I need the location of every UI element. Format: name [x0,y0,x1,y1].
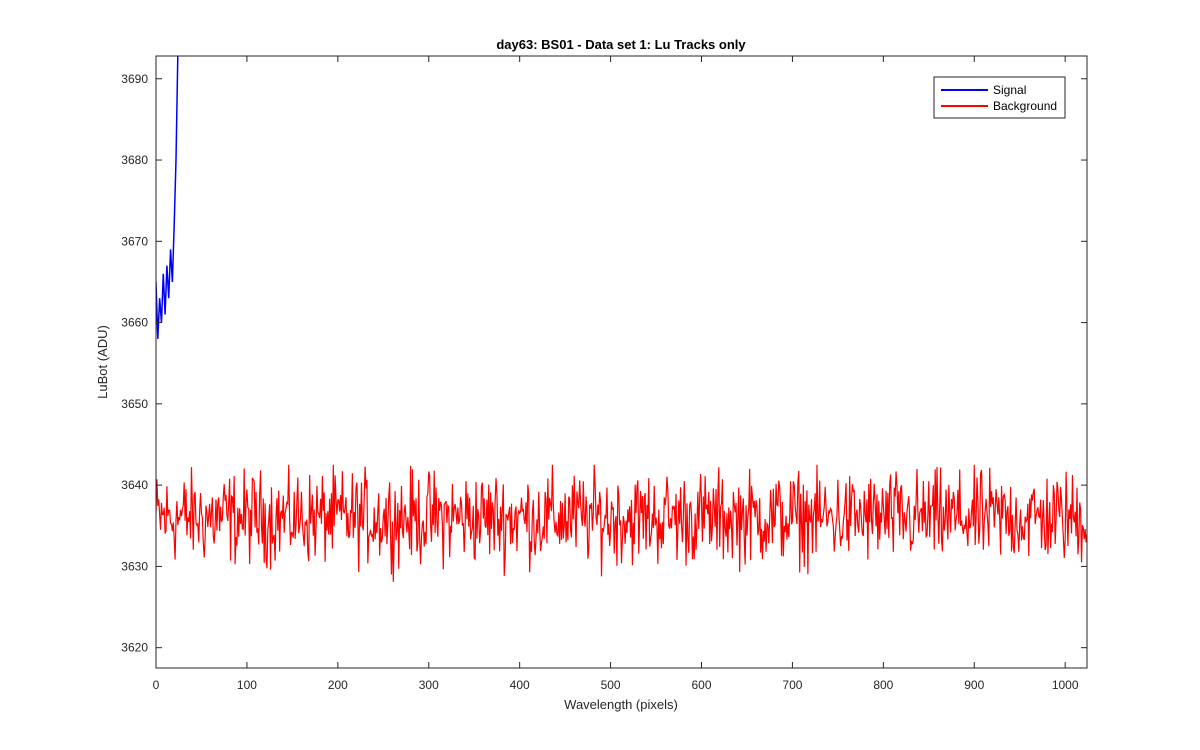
x-axis-label: Wavelength (pixels) [564,697,678,712]
y-tick-label: 3620 [121,641,148,655]
x-axis: 0 100 200 300 400 500 600 700 800 900 1000 [153,56,1079,692]
x-tick-label: 200 [328,678,348,692]
x-tick-label: 1000 [1052,678,1079,692]
plot-area-frame [155,55,1088,669]
x-tick-label: 700 [782,678,802,692]
y-tick-label: 3670 [121,234,148,248]
x-tick-label: 0 [153,678,160,692]
y-axis-label: LuBot (ADU) [95,325,110,399]
y-tick-label: 3650 [121,397,148,411]
y-tick-label: 3630 [121,559,148,573]
legend-label-signal: Signal [993,83,1026,97]
legend-box [933,76,1066,119]
y-tick-label: 3660 [121,316,148,330]
y-tick-label: 3680 [121,153,148,167]
series-signal-line [156,56,179,339]
legend-label-background: Background [993,99,1057,113]
x-tick-label: 400 [510,678,530,692]
y-tick-label: 3640 [121,478,148,492]
x-tick-label: 800 [873,678,893,692]
chart-title: day63: BS01 - Data set 1: Lu Tracks only [496,37,746,52]
x-tick-label: 600 [691,678,711,692]
x-tick-label: 100 [237,678,257,692]
legend: Signal Background [933,76,1066,119]
plot-series-layer [156,56,1087,582]
y-axis: 3620 3630 3640 3650 3660 3670 3680 3690 [121,72,1087,655]
series-background-line [156,464,1087,582]
x-tick-label: 900 [964,678,984,692]
x-tick-label: 500 [601,678,621,692]
x-tick-label: 300 [419,678,439,692]
y-tick-label: 3690 [121,72,148,86]
